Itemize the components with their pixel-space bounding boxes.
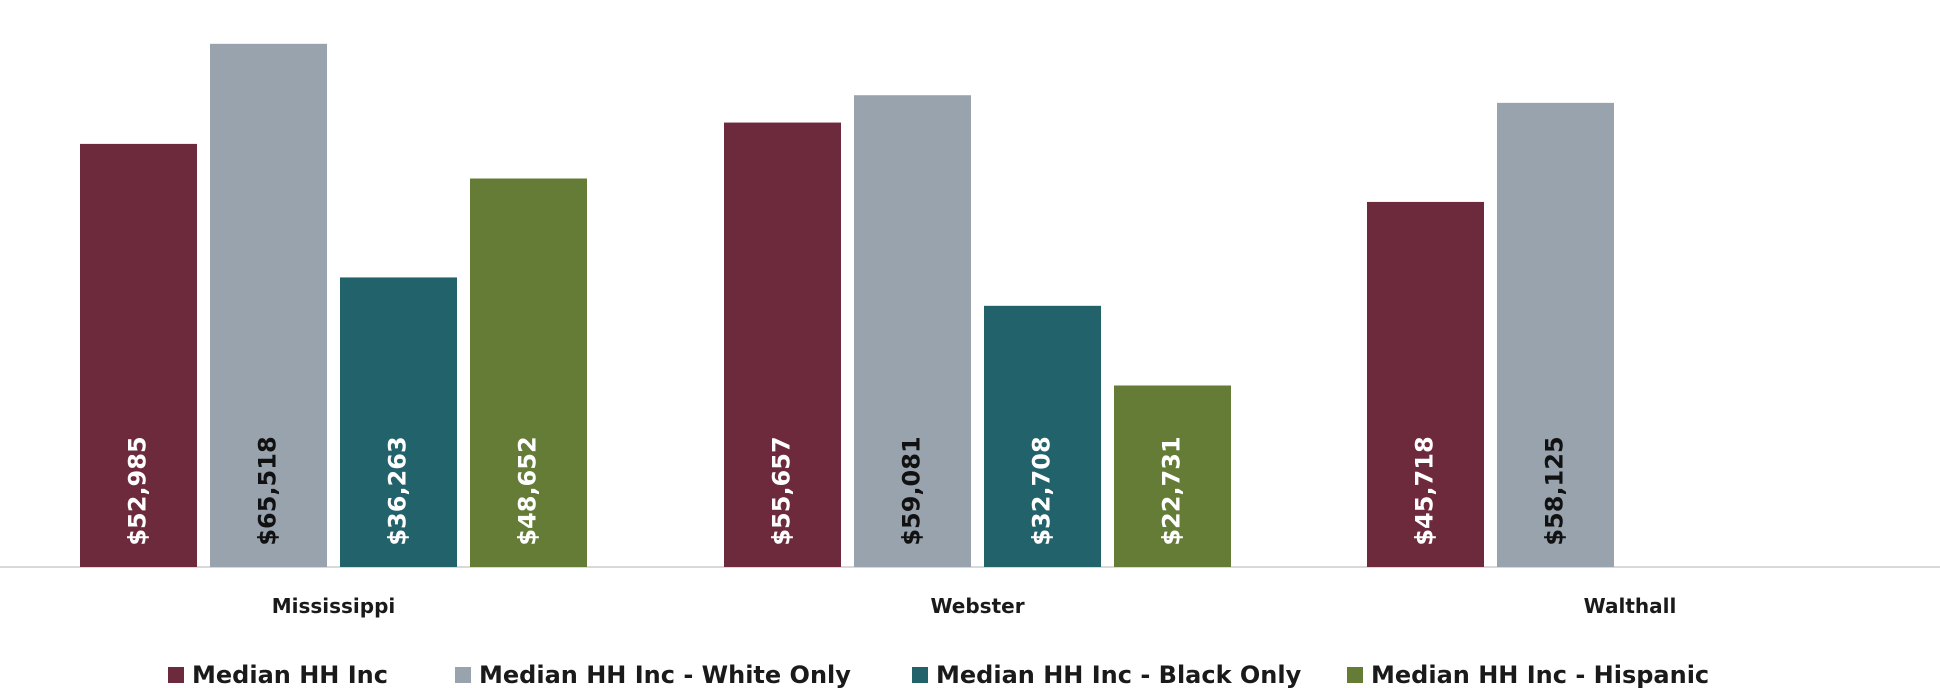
category-labels: Mississippi Webster Walthall xyxy=(272,594,1677,618)
data-label: $48,652 xyxy=(514,436,542,545)
bar-walthall-series-1 xyxy=(1367,201,1484,567)
legend: Median HH Inc Median HH Inc - White Only M… xyxy=(168,661,1709,688)
legend-swatch xyxy=(455,667,471,683)
data-label: $59,081 xyxy=(898,436,926,545)
data-label: $36,263 xyxy=(384,436,412,545)
data-label: $52,985 xyxy=(124,436,152,545)
legend-swatch xyxy=(912,667,928,683)
legend-item: Median HH Inc - White Only xyxy=(455,661,851,688)
data-label: $45,718 xyxy=(1411,436,1439,545)
bar-webster-series-2 xyxy=(854,95,971,568)
legend-item: Median HH Inc - Black Only xyxy=(912,661,1302,688)
bar-webster-series-1 xyxy=(724,122,841,567)
data-label: $22,731 xyxy=(1158,436,1186,545)
legend-label: Median HH Inc - Hispanic xyxy=(1371,661,1709,688)
bar-mississippi-series-3 xyxy=(340,277,457,567)
x-tick-label: Mississippi xyxy=(272,594,396,618)
data-label: $58,125 xyxy=(1541,436,1569,545)
legend-label: Median HH Inc xyxy=(192,661,388,688)
data-label: $65,518 xyxy=(254,436,282,545)
x-tick-label: Walthall xyxy=(1584,594,1677,618)
legend-swatch xyxy=(168,667,184,683)
legend-label: Median HH Inc - Black Only xyxy=(936,661,1302,688)
bar-webster-series-3 xyxy=(984,305,1101,567)
legend-item: Median HH Inc xyxy=(168,661,388,688)
legend-item: Median HH Inc - Hispanic xyxy=(1347,661,1709,688)
bars-layer: $52,985 $65,518 $36,263 $48,652 $55,657 $59,0… xyxy=(80,43,1614,568)
legend-swatch xyxy=(1347,667,1363,683)
bar-mississippi-series-1 xyxy=(80,143,197,568)
bar-walthall-series-2 xyxy=(1497,102,1614,567)
bar-webster-series-4 xyxy=(1114,385,1231,567)
legend-label: Median HH Inc - White Only xyxy=(479,661,851,688)
bar-mississippi-series-2 xyxy=(210,43,327,567)
x-tick-label: Webster xyxy=(930,594,1024,618)
data-label: $32,708 xyxy=(1028,436,1056,545)
bar-mississippi-series-4 xyxy=(470,178,587,568)
data-label: $55,657 xyxy=(768,436,796,545)
